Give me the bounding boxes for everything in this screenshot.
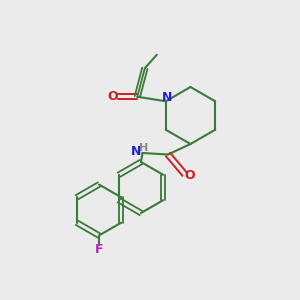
Text: O: O xyxy=(184,169,195,182)
Text: H: H xyxy=(140,143,148,153)
Text: N: N xyxy=(162,91,172,104)
Text: N: N xyxy=(131,145,142,158)
Text: O: O xyxy=(107,90,118,103)
Text: F: F xyxy=(95,243,103,256)
